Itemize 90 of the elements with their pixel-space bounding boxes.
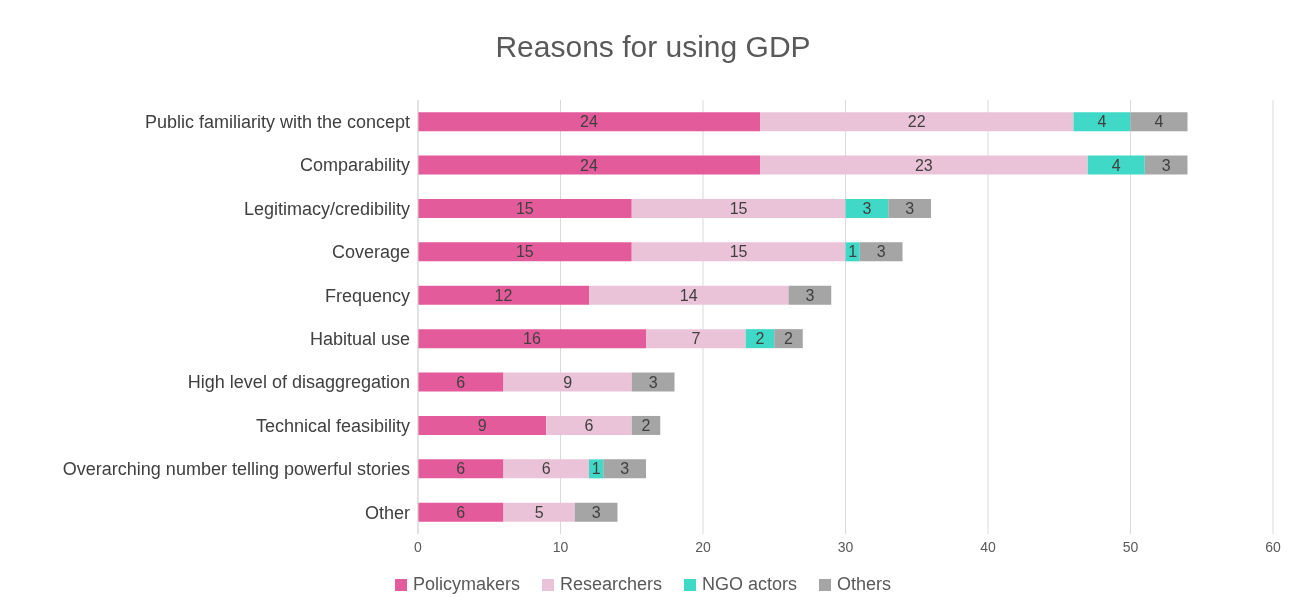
data-label: 2: [755, 330, 765, 348]
data-label: 12: [494, 286, 513, 304]
bar: [418, 285, 589, 305]
y-tick-label: Comparability: [299, 155, 410, 176]
data-label: 2: [641, 416, 651, 434]
legend-label: NGO actors: [702, 574, 798, 595]
data-label: 6: [584, 416, 594, 434]
data-label: 16: [523, 330, 541, 348]
bar: [888, 198, 931, 218]
bar: [859, 242, 903, 262]
data-label: 9: [477, 416, 487, 434]
y-tick-label: Overarching number telling powerful stories: [62, 459, 410, 480]
data-label: 24: [580, 113, 598, 131]
y-tick-label: Habitual use: [309, 329, 410, 350]
data-label: 15: [515, 199, 534, 217]
data-label: 4: [1097, 113, 1107, 131]
bar: [760, 112, 1074, 132]
bar: [418, 415, 547, 435]
data-label: 7: [691, 330, 701, 348]
data-label: 3: [591, 503, 601, 521]
x-tick-label: 50: [1122, 538, 1139, 555]
data-label: 3: [648, 373, 658, 391]
data-label: 1: [591, 460, 601, 478]
y-tick-label: Technical feasibility: [255, 415, 410, 436]
bar: [845, 198, 889, 218]
bar: [1087, 155, 1145, 175]
legend-label: Others: [837, 574, 892, 595]
bar: [631, 242, 846, 262]
data-label: 3: [805, 286, 815, 304]
y-tick-label: Other: [364, 502, 410, 523]
data-label: 22: [907, 113, 926, 131]
chart-title: Reasons for using GDP: [494, 29, 812, 65]
legend-label: Researchers: [559, 574, 662, 595]
bar: [418, 372, 504, 392]
bar: [646, 329, 746, 349]
bar: [631, 198, 846, 218]
bar: [418, 112, 760, 132]
y-tick-label: Public familiarity with the concept: [144, 112, 410, 133]
bar: [503, 372, 632, 392]
data-label: 4: [1154, 113, 1164, 131]
bar: [603, 459, 646, 479]
data-label: 23: [914, 156, 933, 174]
bar: [503, 502, 575, 522]
data-label: 9: [563, 373, 573, 391]
bar: [1073, 112, 1131, 132]
x-tick-label: 20: [695, 538, 711, 555]
bar: [503, 459, 589, 479]
data-label: 14: [679, 286, 698, 304]
data-label: 15: [515, 243, 534, 261]
bar: [418, 459, 504, 479]
bar: [418, 198, 632, 218]
bar: [418, 155, 760, 175]
y-tick-label: High level of disaggregation: [187, 372, 410, 393]
data-label: 6: [456, 503, 466, 521]
data-label: 5: [534, 503, 544, 521]
bar: [418, 329, 646, 349]
data-label: 1: [848, 243, 858, 261]
data-label: 15: [729, 243, 748, 261]
bar: [574, 502, 618, 522]
bar: [1144, 155, 1188, 175]
bar: [631, 372, 675, 392]
y-tick-label: Coverage: [331, 242, 410, 263]
data-label: 3: [1161, 156, 1171, 174]
data-label: 24: [580, 156, 598, 174]
x-tick-label: 40: [980, 538, 996, 555]
x-tick-label: 30: [837, 538, 854, 555]
bar: [589, 285, 789, 305]
data-label: 3: [620, 460, 630, 478]
data-label: 6: [541, 460, 551, 478]
data-label: 3: [876, 243, 886, 261]
bar: [1130, 112, 1188, 132]
x-tick-label: 10: [552, 538, 569, 555]
data-label: 6: [456, 373, 466, 391]
y-tick-label: Legitimacy/credibility: [243, 198, 410, 219]
bar: [788, 285, 832, 305]
data-label: 3: [862, 199, 872, 217]
bar: [418, 242, 632, 262]
x-tick-label: 60: [1265, 538, 1281, 555]
legend-label: Policymakers: [412, 574, 520, 595]
bar: [418, 502, 504, 522]
y-tick-label: Frequency: [324, 285, 410, 306]
bar: [774, 329, 803, 349]
x-tick-label: 0: [414, 538, 423, 555]
bar: [546, 415, 632, 435]
data-label: 6: [456, 460, 466, 478]
bar: [760, 155, 1088, 175]
data-label: 15: [729, 199, 748, 217]
data-label: 4: [1111, 156, 1121, 174]
data-label: 3: [905, 199, 915, 217]
data-label: 2: [784, 330, 794, 348]
